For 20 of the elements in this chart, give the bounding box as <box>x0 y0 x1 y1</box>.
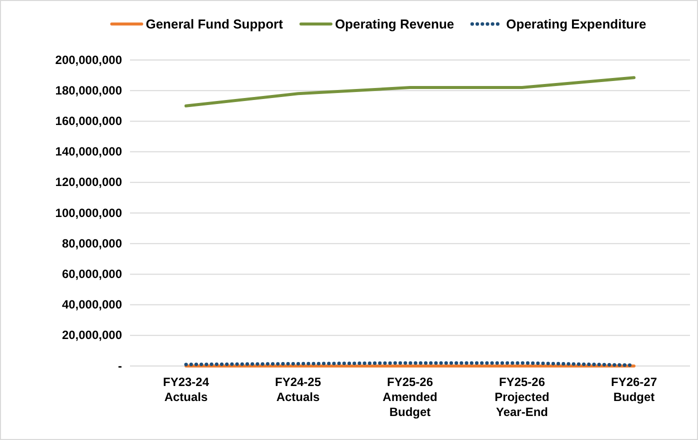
x-tick-label: FY25-26 Amended Budget <box>382 375 438 419</box>
y-tick-label: - <box>118 358 122 373</box>
legend-label: Operating Expenditure <box>506 16 646 32</box>
x-tick-label: FY23-24 Actuals <box>162 375 210 404</box>
y-tick-label: 20,000,000 <box>62 328 122 342</box>
x-tick-label: FY25-26 Projected Year-End <box>494 375 550 419</box>
y-tick-label: 160,000,000 <box>55 114 122 128</box>
y-tick-label: 80,000,000 <box>62 236 122 250</box>
legend-label: Operating Revenue <box>334 16 454 32</box>
y-tick-label: 180,000,000 <box>55 83 122 98</box>
line-series <box>184 76 636 108</box>
x-tick-label: FY26-27 Budget <box>610 375 658 404</box>
y-tick-label: 100,000,000 <box>55 206 122 220</box>
y-tick-label: 60,000,000 <box>62 267 122 282</box>
y-tick-label: 120,000,000 <box>55 175 122 190</box>
x-tick-label: FY24-25 Actuals <box>274 375 322 404</box>
y-tick-label: 40,000,000 <box>62 298 122 312</box>
y-tick-label: 200,000,000 <box>55 52 122 67</box>
legend-label: General Fund Support <box>146 16 284 32</box>
y-tick-label: 140,000,000 <box>55 144 122 159</box>
